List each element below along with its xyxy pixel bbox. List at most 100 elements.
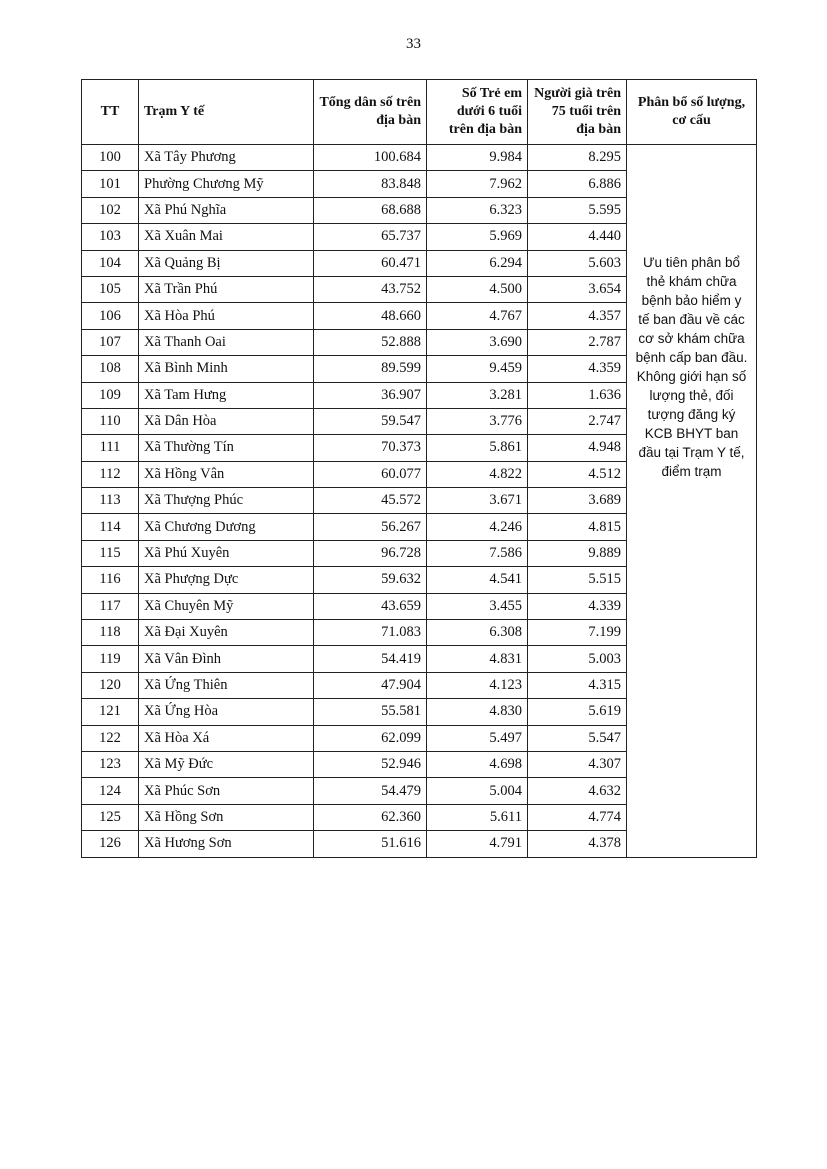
table-row: 105 Xã Trần Phú 43.752 4.500 3.654 xyxy=(81,275,757,304)
table-row: 125 Xã Hồng Sơn 62.360 5.611 4.774 xyxy=(81,803,757,832)
note-line: Ưu tiên phân bổ xyxy=(642,255,741,270)
cell-population: 56.267 xyxy=(313,513,427,541)
cell-children: 5.611 xyxy=(426,803,528,832)
cell-tt: 124 xyxy=(81,777,139,805)
header-tt: TT xyxy=(81,79,139,145)
cell-tt: 123 xyxy=(81,750,139,779)
table-row: 103 Xã Xuân Mai 65.737 5.969 4.440 xyxy=(81,223,757,251)
note-line: lượng thẻ, đối xyxy=(649,388,734,403)
note-line: tế ban đầu về các xyxy=(638,312,745,327)
cell-station: Xã Đại Xuyên xyxy=(138,619,314,647)
cell-tt: 104 xyxy=(81,249,139,277)
cell-population: 55.581 xyxy=(313,698,427,726)
cell-children: 3.776 xyxy=(426,407,528,436)
table-row: 111 Xã Thường Tín 70.373 5.861 4.948 xyxy=(81,434,757,462)
cell-tt: 118 xyxy=(81,619,139,647)
note-line: KCB BHYT ban xyxy=(644,426,739,441)
cell-population: 52.888 xyxy=(313,328,427,357)
cell-children: 5.861 xyxy=(426,434,528,462)
cell-station: Xã Thường Tín xyxy=(138,434,314,462)
cell-population: 59.547 xyxy=(313,407,427,436)
note-line: bệnh bảo hiểm y xyxy=(641,293,742,308)
cell-station: Xã Trần Phú xyxy=(138,275,314,304)
cell-station: Phường Chương Mỹ xyxy=(138,170,314,198)
table-row: 112 Xã Hồng Vân 60.077 4.822 4.512 xyxy=(81,460,757,489)
cell-population: 83.848 xyxy=(313,170,427,198)
cell-station: Xã Phúc Sơn xyxy=(138,777,314,805)
cell-tt: 125 xyxy=(81,803,139,832)
cell-tt: 110 xyxy=(81,407,139,436)
cell-population: 60.471 xyxy=(313,249,427,277)
cell-station: Xã Hương Sơn xyxy=(138,830,314,858)
cell-children: 6.294 xyxy=(426,249,528,277)
cell-tt: 116 xyxy=(81,566,139,594)
cell-station: Xã Vân Đình xyxy=(138,645,314,673)
cell-children: 5.497 xyxy=(426,724,528,752)
cell-population: 54.479 xyxy=(313,777,427,805)
cell-population: 43.752 xyxy=(313,275,427,304)
health-station-table: TT Trạm Y tế Tổng dân số trên địa bàn Số… xyxy=(81,79,757,858)
cell-station: Xã Phú Nghĩa xyxy=(138,196,314,225)
cell-population: 52.946 xyxy=(313,750,427,779)
cell-station: Xã Bình Minh xyxy=(138,355,314,383)
cell-population: 68.688 xyxy=(313,196,427,225)
cell-tt: 115 xyxy=(81,539,139,568)
cell-population: 59.632 xyxy=(313,566,427,594)
note-line: Không giới hạn số xyxy=(636,369,747,384)
cell-children: 6.323 xyxy=(426,196,528,225)
cell-station: Xã Phượng Dực xyxy=(138,566,314,594)
cell-children: 7.586 xyxy=(426,539,528,568)
cell-population: 71.083 xyxy=(313,619,427,647)
cell-elderly: 4.357 xyxy=(527,302,627,330)
cell-elderly: 4.632 xyxy=(527,777,627,805)
cell-elderly: 3.689 xyxy=(527,487,627,515)
cell-population: 47.904 xyxy=(313,671,427,700)
header-allocation: Phân bổ số lượng, cơ cấu xyxy=(626,79,757,145)
cell-tt: 119 xyxy=(81,645,139,673)
cell-children: 4.831 xyxy=(426,645,528,673)
table-row: 123 Xã Mỹ Đức 52.946 4.698 4.307 xyxy=(81,750,757,779)
cell-children: 9.459 xyxy=(426,355,528,383)
cell-children: 4.767 xyxy=(426,302,528,330)
cell-station: Xã Quảng Bị xyxy=(138,249,314,277)
cell-population: 60.077 xyxy=(313,460,427,489)
cell-tt: 117 xyxy=(81,592,139,621)
cell-children: 4.822 xyxy=(426,460,528,489)
note-line: điểm trạm xyxy=(661,464,722,479)
cell-station: Xã Chuyên Mỹ xyxy=(138,592,314,621)
cell-station: Xã Mỹ Đức xyxy=(138,750,314,779)
cell-elderly: 4.315 xyxy=(527,671,627,700)
cell-children: 4.698 xyxy=(426,750,528,779)
cell-elderly: 4.948 xyxy=(527,434,627,462)
note-line: bệnh cấp ban đầu. xyxy=(635,350,748,365)
cell-station: Xã Tam Hưng xyxy=(138,381,314,409)
cell-children: 3.455 xyxy=(426,592,528,621)
table-row: 120 Xã Ứng Thiên 47.904 4.123 4.315 xyxy=(81,671,757,700)
cell-children: 3.671 xyxy=(426,487,528,515)
table-row: 122 Xã Hòa Xá 62.099 5.497 5.547 xyxy=(81,724,757,752)
cell-population: 96.728 xyxy=(313,539,427,568)
page-number: 33 xyxy=(406,36,421,52)
cell-tt: 100 xyxy=(81,143,139,172)
cell-population: 36.907 xyxy=(313,381,427,409)
cell-children: 4.541 xyxy=(426,566,528,594)
note-line: cơ sở khám chữa xyxy=(638,331,745,346)
cell-station: Xã Xuân Mai xyxy=(138,223,314,251)
cell-elderly: 8.295 xyxy=(527,143,627,172)
cell-elderly: 4.774 xyxy=(527,803,627,832)
cell-elderly: 2.787 xyxy=(527,328,627,357)
table-row: 116 Xã Phượng Dực 59.632 4.541 5.515 xyxy=(81,566,757,594)
cell-station: Xã Chương Dương xyxy=(138,513,314,541)
cell-tt: 103 xyxy=(81,223,139,251)
header-station: Trạm Y tế xyxy=(138,79,314,145)
table-row: 117 Xã Chuyên Mỹ 43.659 3.455 4.339 xyxy=(81,592,757,621)
cell-elderly: 5.603 xyxy=(527,249,627,277)
cell-population: 48.660 xyxy=(313,302,427,330)
table-row: 109 Xã Tam Hưng 36.907 3.281 1.636 xyxy=(81,381,757,409)
cell-tt: 106 xyxy=(81,302,139,330)
cell-elderly: 4.512 xyxy=(527,460,627,489)
cell-station: Xã Ứng Hòa xyxy=(138,698,314,726)
header-elderly: Người già trên 75 tuổi trên địa bàn xyxy=(527,79,627,145)
cell-children: 5.969 xyxy=(426,223,528,251)
